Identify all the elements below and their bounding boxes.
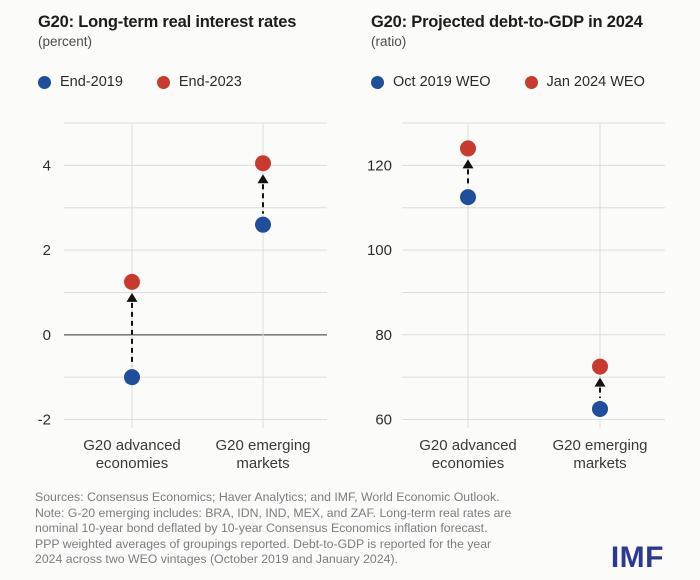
panel-subtitle: (percent) xyxy=(38,34,93,49)
legend: End-2019 End-2023 xyxy=(38,74,350,90)
svg-text:80: 80 xyxy=(375,327,392,344)
panel-header: G20: Projected debt-to-GDP in 2024 (rati… xyxy=(360,12,690,90)
source-note-line: Sources: Consensus Economics; Haver Anal… xyxy=(35,490,500,504)
source-note-line: Note: G-20 emerging includes: BRA, IDN, … xyxy=(35,505,512,520)
legend-label: End-2023 xyxy=(178,74,242,90)
svg-text:G20 emerging: G20 emerging xyxy=(215,437,310,454)
legend-item-jan-2024-weo: Jan 2024 WEO xyxy=(524,74,645,90)
legend-item-oct-2019-weo: Oct 2019 WEO xyxy=(371,74,491,90)
legend-label: End-2019 xyxy=(60,74,123,90)
svg-text:4: 4 xyxy=(43,157,51,174)
source-note-line: 2024 across two WEO vintages (October 20… xyxy=(35,552,398,567)
svg-text:markets: markets xyxy=(236,455,289,472)
footer: Sources: Consensus Economics; Haver Anal… xyxy=(0,490,700,568)
svg-text:markets: markets xyxy=(573,455,626,472)
panel-interest-rates: G20: Long-term real interest rates (perc… xyxy=(30,0,350,472)
svg-text:120: 120 xyxy=(367,157,392,174)
legend-label: Jan 2024 WEO xyxy=(546,74,645,90)
legend-item-end-2023: End-2023 xyxy=(156,74,242,90)
svg-text:economies: economies xyxy=(432,455,505,472)
chart-panels: G20: Long-term real interest rates (perc… xyxy=(30,0,690,472)
panel-title: G20: Long-term real interest rates xyxy=(38,13,297,31)
source-note-line: PPP weighted averages of groupings repor… xyxy=(35,536,492,551)
legend-dot-icon xyxy=(156,75,170,89)
svg-text:-2: -2 xyxy=(38,412,51,429)
panel-subtitle: (ratio) xyxy=(371,34,407,49)
imf-logo: IMF xyxy=(610,541,664,574)
svg-text:economies: economies xyxy=(96,455,169,472)
legend-dot-icon xyxy=(371,75,384,89)
panel-title: G20: Projected debt-to-GDP in 2024 xyxy=(371,13,643,31)
legend-dot-icon xyxy=(524,75,538,89)
panel-header: G20: Long-term real interest rates (perc… xyxy=(30,12,350,90)
svg-text:0: 0 xyxy=(43,327,51,344)
legend: Oct 2019 WEO Jan 2024 WEO xyxy=(371,74,690,90)
panel-debt-to-gdp: G20: Projected debt-to-GDP in 2024 (rati… xyxy=(360,0,690,472)
svg-text:G20 advanced: G20 advanced xyxy=(419,437,517,454)
legend-label: Oct 2019 WEO xyxy=(393,74,491,90)
legend-dot-icon xyxy=(38,75,51,89)
svg-text:60: 60 xyxy=(375,412,392,429)
source-note-line: nominal 10-year bond deflated by 10-year… xyxy=(35,521,488,536)
svg-text:2: 2 xyxy=(43,242,51,259)
legend-item-end-2019: End-2019 xyxy=(38,74,123,90)
svg-text:G20 advanced: G20 advanced xyxy=(83,437,181,454)
svg-text:G20 emerging: G20 emerging xyxy=(552,437,647,454)
svg-text:100: 100 xyxy=(367,242,392,259)
